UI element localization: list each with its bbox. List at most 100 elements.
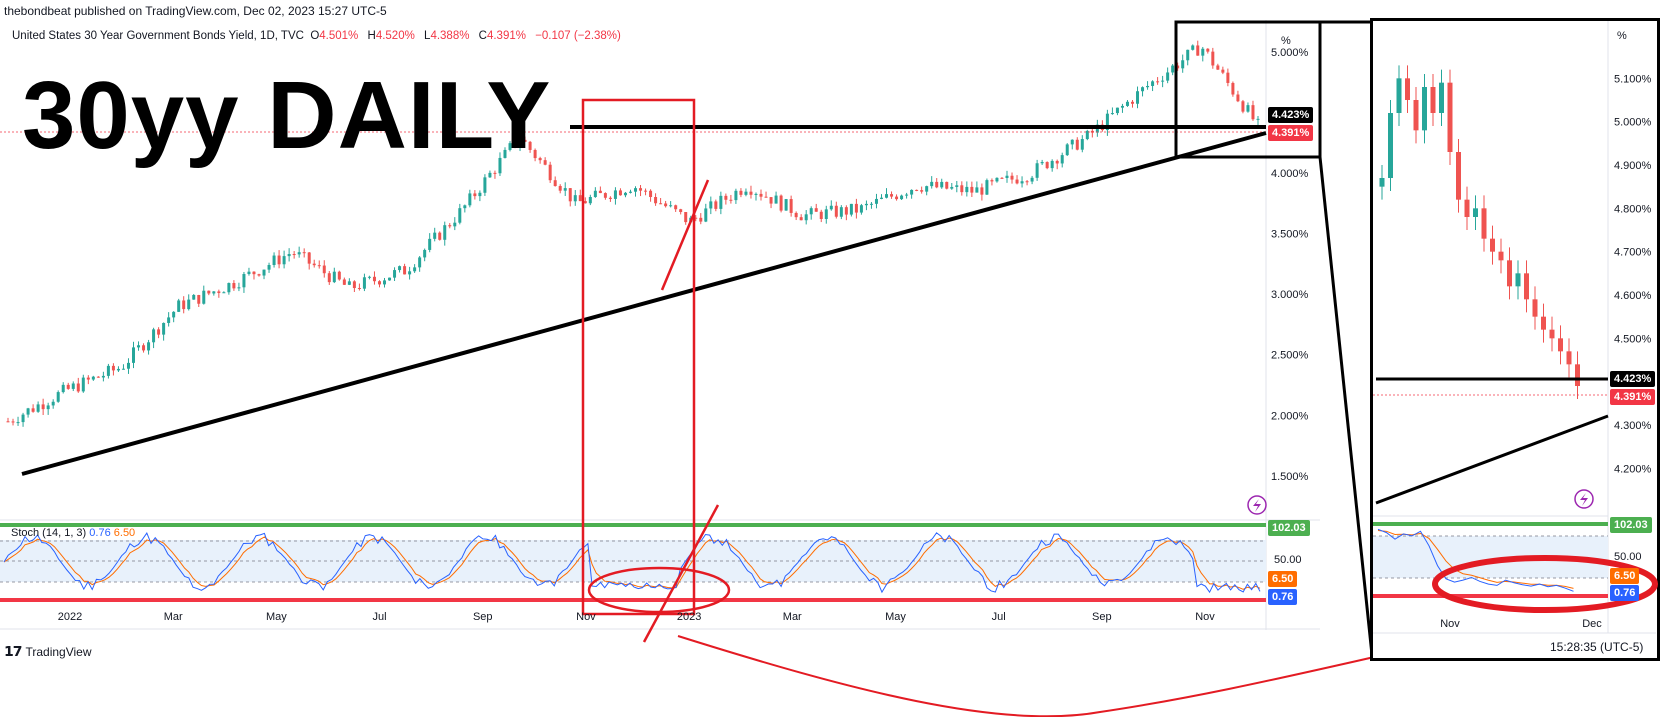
inset-stoch-mid-label: 50.00 [1614,551,1642,563]
candle-body [408,271,412,275]
candle-body [372,276,376,282]
candle-body [322,265,326,274]
candle-body [784,199,788,211]
inset-percent-button[interactable]: % [1617,30,1627,42]
candle-body [1065,144,1069,156]
candle-body [252,271,256,275]
candle-body [734,190,738,201]
stoch-overbought-tag: 102.03 [1268,520,1310,536]
inset-time-axis[interactable]: Nov Dec [1440,618,1602,630]
inset-lightning-icon[interactable] [1574,489,1594,509]
inset-candle-body [1473,208,1478,217]
candle-body [634,188,638,192]
candle-body [167,317,171,323]
candle-body [709,201,713,209]
candle-body [182,300,186,310]
candle-body [237,287,241,289]
candle-body [1075,139,1079,150]
candle-body [212,291,216,294]
candle-body [1085,130,1089,140]
candle-body [940,181,944,188]
candle-body [46,405,50,410]
annotation-title: 30yy DAILY [22,62,552,169]
candle-body [478,192,482,197]
stoch-d-tag: 6.50 [1268,571,1298,587]
candle-body [649,190,653,198]
inset-candle-body [1405,78,1410,100]
candle-body [6,421,10,423]
candle-body [744,191,748,195]
candle-body [523,139,527,142]
candle-body [844,207,848,215]
candle-body [498,157,502,174]
candle-body [192,294,196,300]
candle-body [960,185,964,193]
candle-body [1020,181,1024,184]
candle-body [428,238,432,250]
lightning-icon[interactable] [1247,495,1267,515]
candle-body [804,214,808,221]
candle-body [1055,160,1059,164]
candle-body [342,279,346,285]
candle-body [1201,48,1205,56]
candle-body [1130,101,1134,104]
inset-time-tick-label: Dec [1582,618,1602,630]
time-tick-label: 2022 [58,611,82,623]
candle-body [1115,107,1119,114]
price-tick-label: 2.000% [1271,410,1309,422]
inset-price-tick-label: 5.000% [1614,117,1652,129]
candle-body [980,187,984,195]
candle-body [553,180,557,187]
candle-body [794,212,798,218]
open-label: O [310,30,320,42]
candle-body [729,199,733,201]
stoch-k-tag: 0.76 [1268,589,1298,605]
main-time-axis[interactable]: 2022 Mar May Jul Sep Nov 2023 Mar May Jul Sep Nov [58,611,1216,623]
candle-body [1216,65,1220,70]
candle-body [854,203,858,213]
price-tick-label: 5.000% [1271,47,1309,59]
candle-body [879,197,883,199]
publisher-line: thebondbeat published on TradingView.com… [4,4,387,18]
inset-chart-svg[interactable]: 4.200%4.300%4.400%4.500%4.600%4.700%4.80… [1370,18,1660,663]
candle-body [558,186,562,191]
inset-candle-body [1524,273,1529,300]
candle-body [608,197,612,199]
price-tick-label: 3.000% [1271,289,1309,301]
candle-body [473,193,477,197]
candle-body [864,203,868,206]
candle-body [799,217,803,221]
inset-price-tick-label: 5.100% [1614,73,1652,85]
inset-candles [1379,65,1580,399]
price-tick-label: 1.500% [1271,471,1309,483]
candle-body [172,311,176,318]
red-ellipse-oversold [587,566,731,614]
candle-body [930,181,934,187]
candle-body [1206,48,1210,52]
candle-body [1146,85,1150,88]
tradingview-brand[interactable]: 𝟭𝟳 TradingView [4,643,92,660]
candle-body [36,404,40,412]
candle-body [1060,155,1064,164]
candle-body [749,191,753,195]
candle-body [779,195,783,211]
percent-button[interactable]: % [1281,35,1291,47]
candle-body [262,269,266,276]
candle-body [106,365,110,376]
tradingview-logo-icon: 𝟭𝟳 [4,643,23,659]
candle-body [774,195,778,204]
stoch-legend: Stoch (14, 1, 3) 0.76 6.50 [11,527,135,539]
inset-candle-body [1575,364,1580,386]
candle-body [272,255,276,265]
candle-body [116,368,120,371]
candle-body [96,376,100,378]
candle-body [207,290,211,294]
candle-body [352,281,356,289]
candle-body [618,190,622,196]
inset-trendline [1375,414,1609,505]
symbol-legend: United States 30 Year Government Bonds Y… [12,30,627,42]
candle-body [905,194,909,196]
candle-body [1226,72,1230,83]
candle-body [21,414,25,423]
price-tick-label: 3.500% [1271,229,1309,241]
